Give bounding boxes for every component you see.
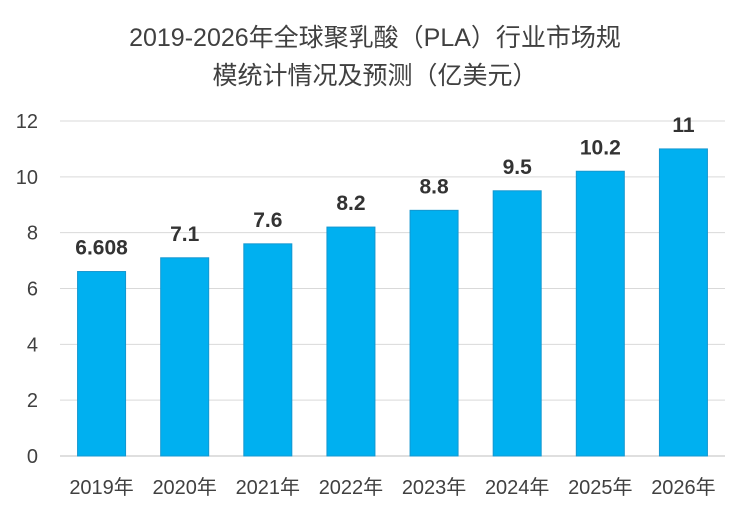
data-label: 11 bbox=[672, 114, 695, 137]
y-tick-label: 6 bbox=[27, 279, 38, 301]
x-tick-label: 2025年 bbox=[568, 476, 633, 499]
y-tick-label: 12 bbox=[16, 111, 38, 133]
bar bbox=[77, 271, 127, 457]
x-tick-label: 2023年 bbox=[402, 476, 467, 499]
data-label: 7.1 bbox=[170, 223, 200, 246]
data-label: 10.2 bbox=[580, 136, 621, 159]
x-tick-label: 2020年 bbox=[152, 476, 217, 499]
bar bbox=[658, 148, 708, 457]
x-tick-label: 2024年 bbox=[485, 476, 550, 499]
data-label: 7.6 bbox=[253, 209, 282, 232]
y-tick-label: 2 bbox=[27, 390, 38, 412]
x-tick-label: 2021年 bbox=[236, 476, 301, 499]
bar bbox=[243, 243, 293, 457]
y-tick-label: 8 bbox=[27, 223, 38, 245]
y-tick-label: 4 bbox=[27, 334, 38, 356]
x-tick-label: 2022年 bbox=[319, 476, 384, 499]
x-tick-label: 2026年 bbox=[651, 476, 716, 499]
x-tick-label: 2019年 bbox=[69, 476, 134, 499]
chart-title-line-1: 2019-2026年全球聚乳酸（PLA）行业市场规 bbox=[129, 24, 621, 52]
bar bbox=[409, 209, 459, 457]
bar bbox=[492, 190, 542, 457]
data-label: 9.5 bbox=[503, 156, 533, 179]
data-label: 8.8 bbox=[419, 175, 449, 198]
bar bbox=[326, 226, 376, 457]
bar bbox=[160, 257, 210, 457]
chart-title-line-2: 模统计情况及预测（亿美元） bbox=[212, 62, 537, 90]
data-label: 6.608 bbox=[75, 237, 128, 260]
y-tick-label: 0 bbox=[27, 446, 38, 468]
data-label: 8.2 bbox=[336, 192, 365, 215]
y-tick-label: 10 bbox=[16, 167, 38, 189]
bar bbox=[575, 170, 625, 457]
